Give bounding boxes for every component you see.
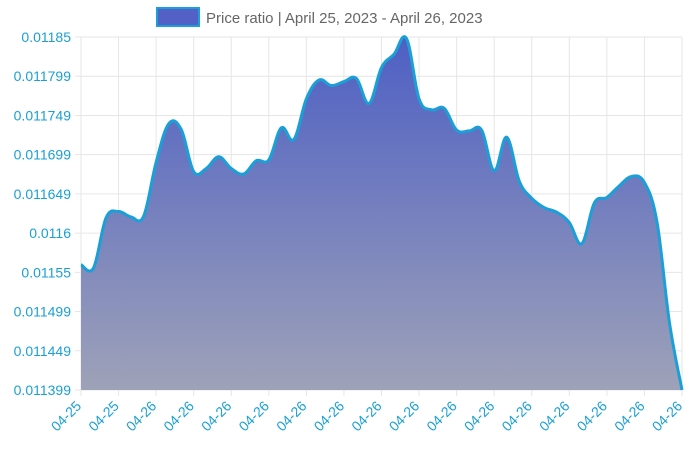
x-tick-label: 04-26 (386, 397, 423, 434)
data-point[interactable] (116, 209, 122, 215)
y-tick-label: 0.011799 (14, 68, 72, 84)
legend-swatch[interactable] (156, 7, 200, 27)
data-point[interactable] (679, 387, 685, 393)
x-tick-label: 04-26 (574, 397, 611, 434)
data-point[interactable] (491, 168, 497, 174)
data-point[interactable] (404, 36, 410, 42)
x-tick-label: 04-26 (311, 397, 348, 434)
data-point[interactable] (203, 165, 209, 171)
data-point[interactable] (504, 134, 510, 140)
data-point[interactable] (253, 158, 259, 164)
data-point[interactable] (166, 121, 172, 127)
data-point[interactable] (604, 194, 610, 200)
data-point[interactable] (153, 159, 159, 165)
x-tick-label: 04-26 (235, 397, 272, 434)
data-point[interactable] (666, 320, 672, 326)
price-ratio-line (80, 35, 684, 391)
y-tick-label: 0.01155 (21, 264, 71, 280)
data-point[interactable] (228, 165, 234, 171)
x-tick-label: 04-25 (48, 397, 85, 434)
data-point[interactable] (303, 96, 309, 102)
data-point[interactable] (379, 65, 385, 71)
data-point[interactable] (178, 126, 184, 132)
data-point[interactable] (641, 180, 647, 186)
y-tick-label: 0.011499 (14, 304, 72, 320)
x-tick-label: 04-26 (461, 397, 498, 434)
data-point[interactable] (78, 262, 84, 268)
data-point[interactable] (429, 107, 435, 113)
data-point[interactable] (441, 105, 447, 111)
data-point[interactable] (141, 213, 147, 219)
data-point[interactable] (266, 157, 272, 163)
y-tick-label: 0.011699 (14, 147, 72, 163)
y-tick-label: 0.01185 (21, 29, 71, 45)
legend-label[interactable]: Price ratio | April 25, 2023 - April 26,… (206, 10, 483, 27)
data-point[interactable] (341, 79, 347, 85)
x-tick-label: 04-25 (85, 397, 122, 434)
x-tick-label: 04-26 (348, 397, 385, 434)
data-point[interactable] (466, 128, 472, 134)
data-point[interactable] (516, 178, 522, 184)
x-tick-label: 04-26 (498, 397, 535, 434)
x-tick-label: 04-26 (611, 397, 648, 434)
data-point[interactable] (541, 205, 547, 211)
x-tick-label: 04-26 (536, 397, 573, 434)
data-point[interactable] (316, 77, 322, 83)
data-point[interactable] (616, 183, 622, 189)
data-point[interactable] (554, 209, 560, 215)
x-axis-ticks: 04-25 04-25 04-26 04-26 04-26 04-26 04-26 04-26… (48, 397, 686, 434)
data-point[interactable] (454, 127, 460, 133)
data-point[interactable] (291, 137, 297, 143)
data-point[interactable] (328, 83, 334, 89)
plot-area (78, 35, 685, 393)
y-tick-label: 0.011649 (14, 186, 72, 202)
y-axis-ticks: 0.01185 0.011799 0.011749 0.011699 0.011649 0… (14, 29, 72, 398)
data-point[interactable] (479, 127, 485, 133)
data-point[interactable] (416, 96, 422, 102)
x-tick-label: 04-26 (273, 397, 310, 434)
area-fill (81, 36, 682, 390)
x-tick-label: 04-26 (198, 397, 235, 434)
data-point[interactable] (629, 173, 635, 179)
x-tick-label: 04-26 (423, 397, 460, 434)
data-point[interactable] (366, 101, 372, 107)
data-point[interactable] (241, 171, 247, 177)
y-tick-label: 0.0116 (29, 225, 71, 241)
x-tick-label: 04-26 (123, 397, 160, 434)
y-tick-label: 0.011449 (14, 343, 72, 359)
data-point[interactable] (579, 241, 585, 247)
data-point[interactable] (191, 169, 197, 175)
data-point[interactable] (353, 75, 359, 81)
data-point[interactable] (91, 265, 97, 271)
data-point[interactable] (278, 125, 284, 131)
data-point[interactable] (103, 215, 109, 221)
data-point[interactable] (529, 195, 535, 201)
x-tick-label: 04-26 (649, 397, 686, 434)
data-point[interactable] (591, 200, 597, 206)
data-point[interactable] (391, 51, 397, 57)
legend[interactable]: Price ratio | April 25, 2023 - April 26,… (156, 7, 483, 27)
data-point[interactable] (216, 154, 222, 160)
y-tick-label: 0.011399 (14, 382, 72, 398)
data-point[interactable] (654, 219, 660, 225)
data-point[interactable] (128, 214, 134, 220)
x-tick-label: 04-26 (160, 397, 197, 434)
y-tick-label: 0.011749 (14, 107, 72, 123)
data-point[interactable] (566, 220, 572, 226)
